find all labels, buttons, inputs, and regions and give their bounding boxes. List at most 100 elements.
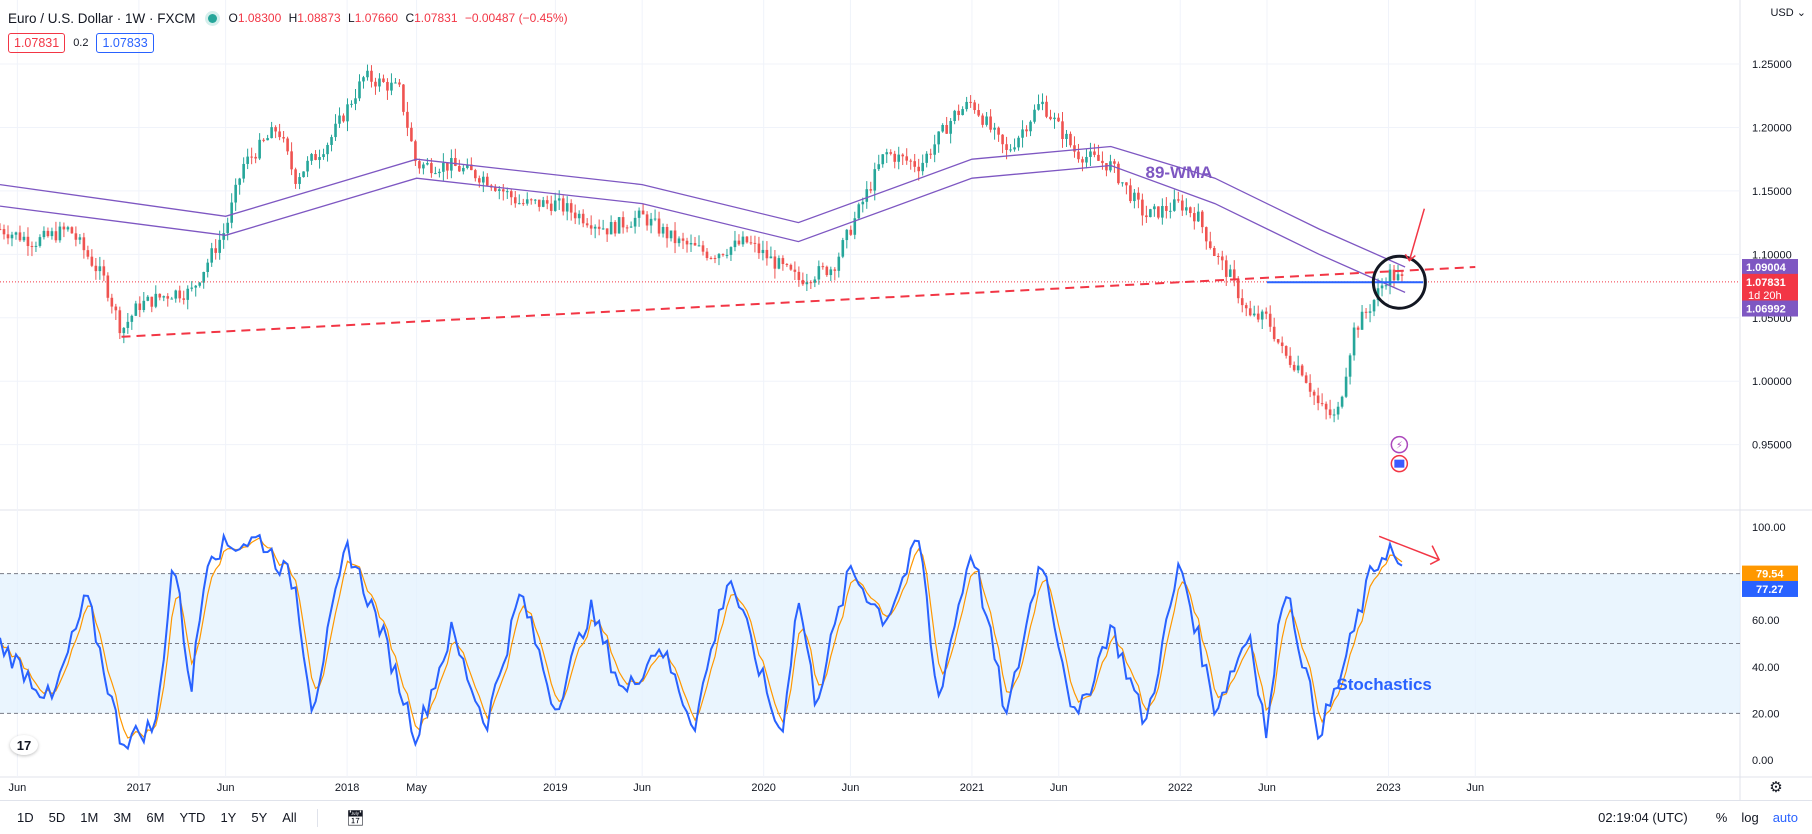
candle-body bbox=[577, 213, 581, 219]
candle-body bbox=[813, 279, 817, 283]
time-tick-label: 2017 bbox=[127, 782, 151, 794]
calendar-icon[interactable]: 📅︎ bbox=[345, 809, 365, 827]
candle-body bbox=[378, 78, 381, 87]
settings-gear-icon[interactable]: ⚙ bbox=[1769, 778, 1782, 796]
range-1y-button[interactable]: 1Y bbox=[220, 810, 237, 825]
candle-body bbox=[625, 227, 629, 229]
candle-body bbox=[250, 156, 253, 158]
buy-button[interactable]: 1.07833 bbox=[96, 33, 154, 53]
candle-body bbox=[1169, 210, 1172, 212]
candle-body bbox=[589, 225, 593, 229]
candle-body bbox=[1312, 391, 1316, 396]
symbol-title[interactable]: Euro / U.S. Dollar · 1W · FXCM bbox=[8, 10, 196, 26]
candle-body bbox=[629, 226, 633, 228]
percent-toggle[interactable]: % bbox=[1715, 810, 1728, 825]
candle-body bbox=[230, 202, 233, 223]
range-5d-button[interactable]: 5D bbox=[48, 810, 66, 825]
candle-body bbox=[553, 200, 557, 211]
candle-body bbox=[162, 296, 166, 298]
candle-body bbox=[1328, 409, 1332, 416]
candle-body bbox=[1093, 151, 1096, 155]
candle-body bbox=[517, 203, 521, 205]
candle-body bbox=[1181, 200, 1184, 211]
candle-body bbox=[102, 266, 106, 276]
candle-body bbox=[242, 163, 245, 179]
candle-body bbox=[493, 187, 497, 191]
candle-body bbox=[222, 233, 225, 240]
candle-body bbox=[1185, 207, 1188, 211]
lightning-glyph: ⚡ bbox=[1396, 441, 1403, 452]
candle-body bbox=[1021, 129, 1024, 138]
candle-body bbox=[829, 269, 833, 276]
candle-body bbox=[877, 164, 881, 170]
candle-body bbox=[486, 176, 489, 186]
candle-body bbox=[1324, 403, 1328, 410]
candle-body bbox=[993, 127, 996, 130]
candle-body bbox=[893, 153, 897, 162]
price-label-box bbox=[1742, 273, 1798, 304]
candle-body bbox=[985, 116, 988, 125]
candle-body bbox=[442, 162, 445, 172]
candle-body bbox=[254, 156, 257, 159]
candle-body bbox=[50, 231, 54, 237]
trade-prices: 1.07831 0.2 1.07833 bbox=[8, 33, 154, 53]
chart-canvas[interactable]: 1.250001.200001.150001.100001.050001.000… bbox=[0, 0, 1812, 800]
candle-body bbox=[1300, 365, 1304, 376]
candle-body bbox=[853, 218, 857, 235]
price-tick-label: 1.20000 bbox=[1752, 122, 1792, 134]
candle-body bbox=[342, 115, 345, 122]
candle-body bbox=[302, 171, 305, 178]
candle-body bbox=[298, 177, 301, 184]
candle-body bbox=[426, 163, 429, 165]
candle-body bbox=[573, 212, 577, 219]
candle-body bbox=[1049, 116, 1052, 120]
candle-body bbox=[1216, 255, 1220, 257]
candle-body bbox=[1173, 199, 1176, 211]
candle-body bbox=[1268, 313, 1272, 327]
currency-label[interactable]: USD ⌄ bbox=[1770, 7, 1806, 19]
candle-body bbox=[1029, 121, 1032, 132]
candle-body bbox=[482, 176, 485, 183]
candle-body bbox=[705, 251, 709, 258]
candle-body bbox=[725, 254, 729, 256]
range-1m-button[interactable]: 1M bbox=[80, 810, 99, 825]
candle-body bbox=[1193, 213, 1196, 222]
candle-body bbox=[1316, 395, 1320, 404]
candle-body bbox=[1005, 144, 1008, 150]
candle-body bbox=[446, 162, 449, 171]
candle-body bbox=[949, 120, 952, 134]
price-tick-label: 1.00000 bbox=[1752, 376, 1792, 388]
tradingview-logo-icon[interactable]: 17 bbox=[10, 735, 38, 755]
time-tick-label: Jun bbox=[842, 782, 860, 794]
candle-body bbox=[438, 171, 441, 174]
candle-body bbox=[653, 218, 657, 220]
sell-button[interactable]: 1.07831 bbox=[8, 33, 66, 53]
candle-body bbox=[525, 199, 529, 204]
candle-body bbox=[322, 154, 325, 158]
candle-body bbox=[414, 141, 417, 162]
candle-body bbox=[1352, 327, 1356, 356]
range-1d-button[interactable]: 1D bbox=[17, 810, 34, 825]
time-tick-label: Jun bbox=[217, 782, 235, 794]
candle-body bbox=[745, 236, 749, 243]
range-5y-button[interactable]: 5Y bbox=[251, 810, 268, 825]
candle-body bbox=[314, 154, 317, 160]
candle-body bbox=[885, 152, 889, 155]
log-toggle[interactable]: log bbox=[1741, 810, 1759, 825]
range-6m-button[interactable]: 6M bbox=[146, 810, 165, 825]
candle-body bbox=[470, 164, 473, 171]
range-3m-button[interactable]: 3M bbox=[113, 810, 132, 825]
wma-annotation: 89-WMA bbox=[1146, 163, 1213, 182]
candle-body bbox=[765, 249, 769, 259]
candle-body bbox=[474, 170, 477, 179]
candle-body bbox=[897, 154, 901, 162]
candle-body bbox=[318, 157, 321, 160]
auto-toggle[interactable]: auto bbox=[1772, 810, 1798, 825]
arrow-line bbox=[1408, 208, 1426, 261]
range-ytd-button[interactable]: YTD bbox=[179, 810, 206, 825]
candle-body bbox=[1097, 154, 1100, 161]
candle-body bbox=[1244, 305, 1248, 309]
utc-clock[interactable]: 02:19:04 (UTC) bbox=[1598, 810, 1688, 825]
candle-body bbox=[929, 153, 932, 155]
range-all-button[interactable]: All bbox=[282, 810, 297, 825]
